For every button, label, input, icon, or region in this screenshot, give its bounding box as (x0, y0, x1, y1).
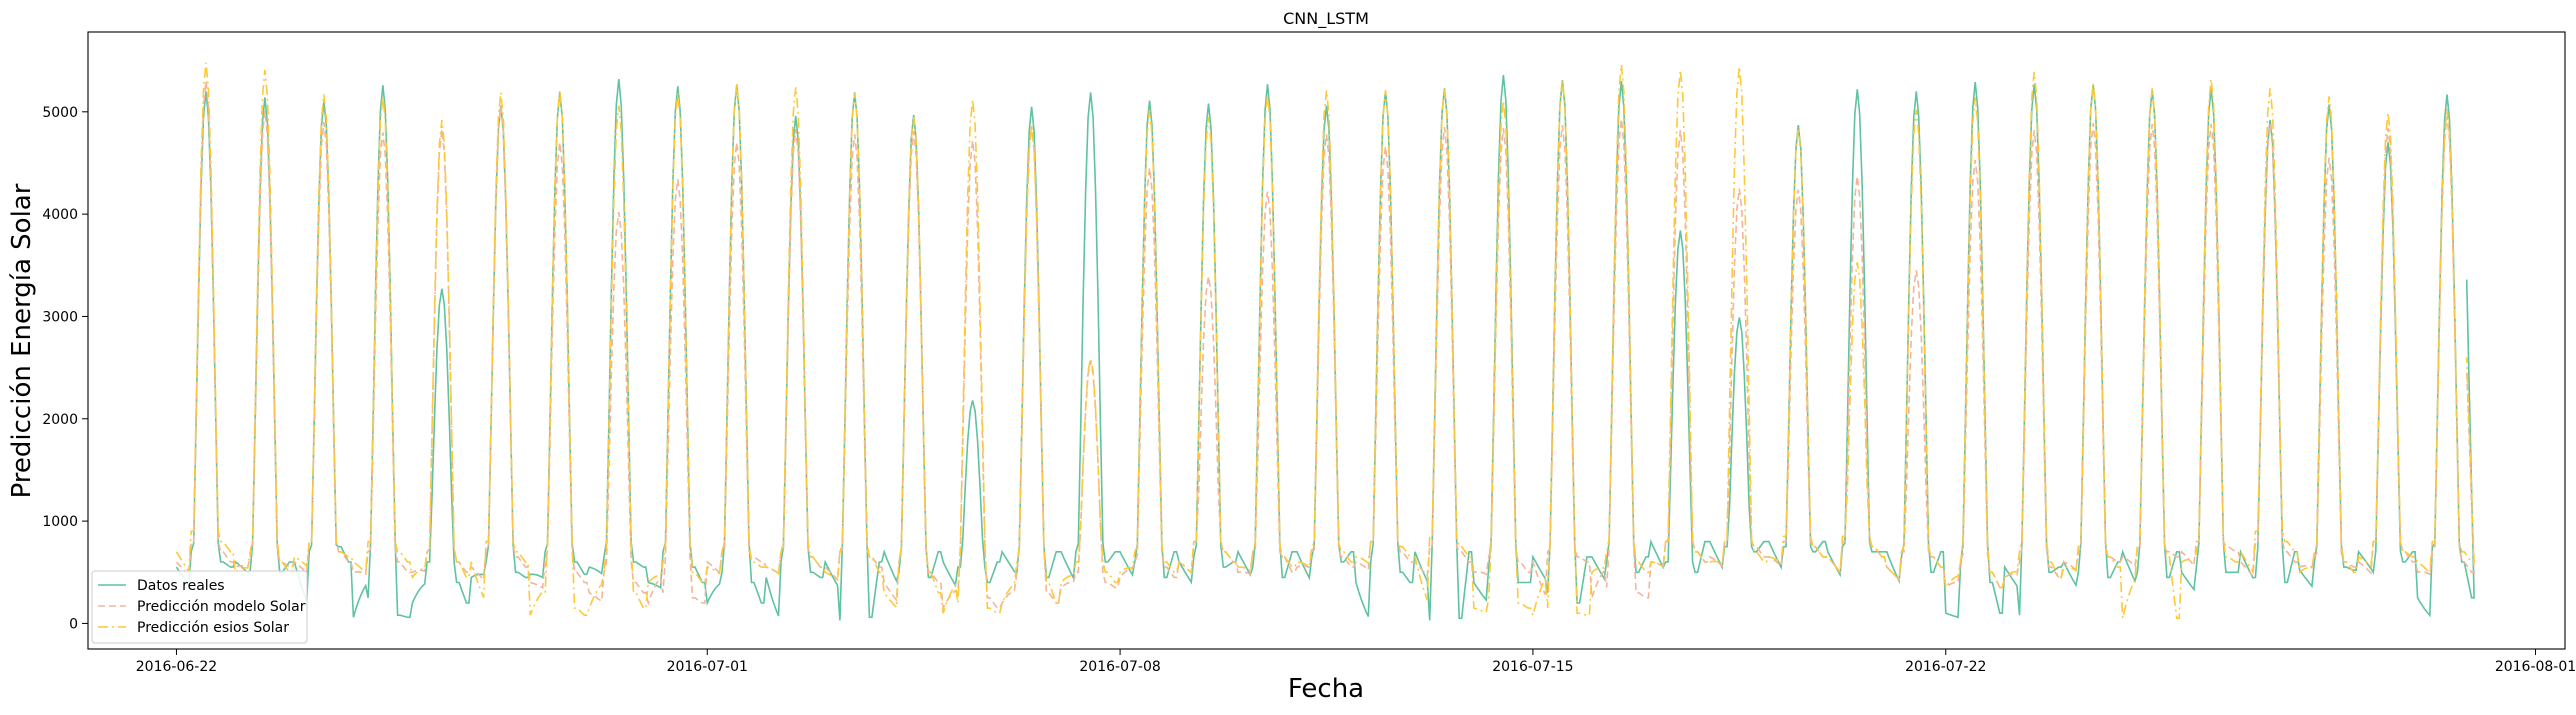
legend-label: Predicción modelo Solar (137, 599, 306, 615)
y-tick-label: 5000 (42, 105, 78, 121)
x-tick-label: 2016-07-01 (667, 659, 748, 675)
y-axis-label: Predicción Energía Solar (7, 183, 37, 498)
y-tick-label: 3000 (42, 309, 78, 325)
x-tick-label: 2016-07-22 (1905, 659, 1986, 675)
chart-title: CNN_LSTM (1283, 9, 1369, 29)
legend-box (91, 570, 308, 644)
series-lines (175, 62, 2475, 621)
x-axis-label: Fecha (1288, 674, 1364, 704)
x-axis: 2016-06-22 2016-07-01 2016-07-08 2016-07-15… (136, 649, 2576, 675)
y-tick-label: 4000 (42, 207, 78, 223)
y-axis: 0 1000 2000 3000 4000 5000 (42, 105, 88, 632)
plot-area (87, 31, 2566, 650)
y-tick-label: 1000 (42, 514, 78, 530)
series-line-2 (175, 81, 2475, 611)
legend-label: Datos reales (137, 578, 225, 594)
x-tick-label: 2016-07-15 (1492, 659, 1573, 675)
y-tick-label: 2000 (42, 412, 78, 428)
x-tick-label: 2016-08-01 (2495, 659, 2576, 675)
y-tick-label: 0 (69, 616, 78, 632)
legend: Datos reales Predicción modelo Solar Predi… (91, 570, 308, 644)
x-tick-label: 2016-07-08 (1079, 659, 1160, 675)
legend-label: Predicción esios Solar (137, 620, 289, 636)
series-line-3 (175, 62, 2475, 620)
x-tick-label: 2016-06-22 (136, 659, 217, 675)
